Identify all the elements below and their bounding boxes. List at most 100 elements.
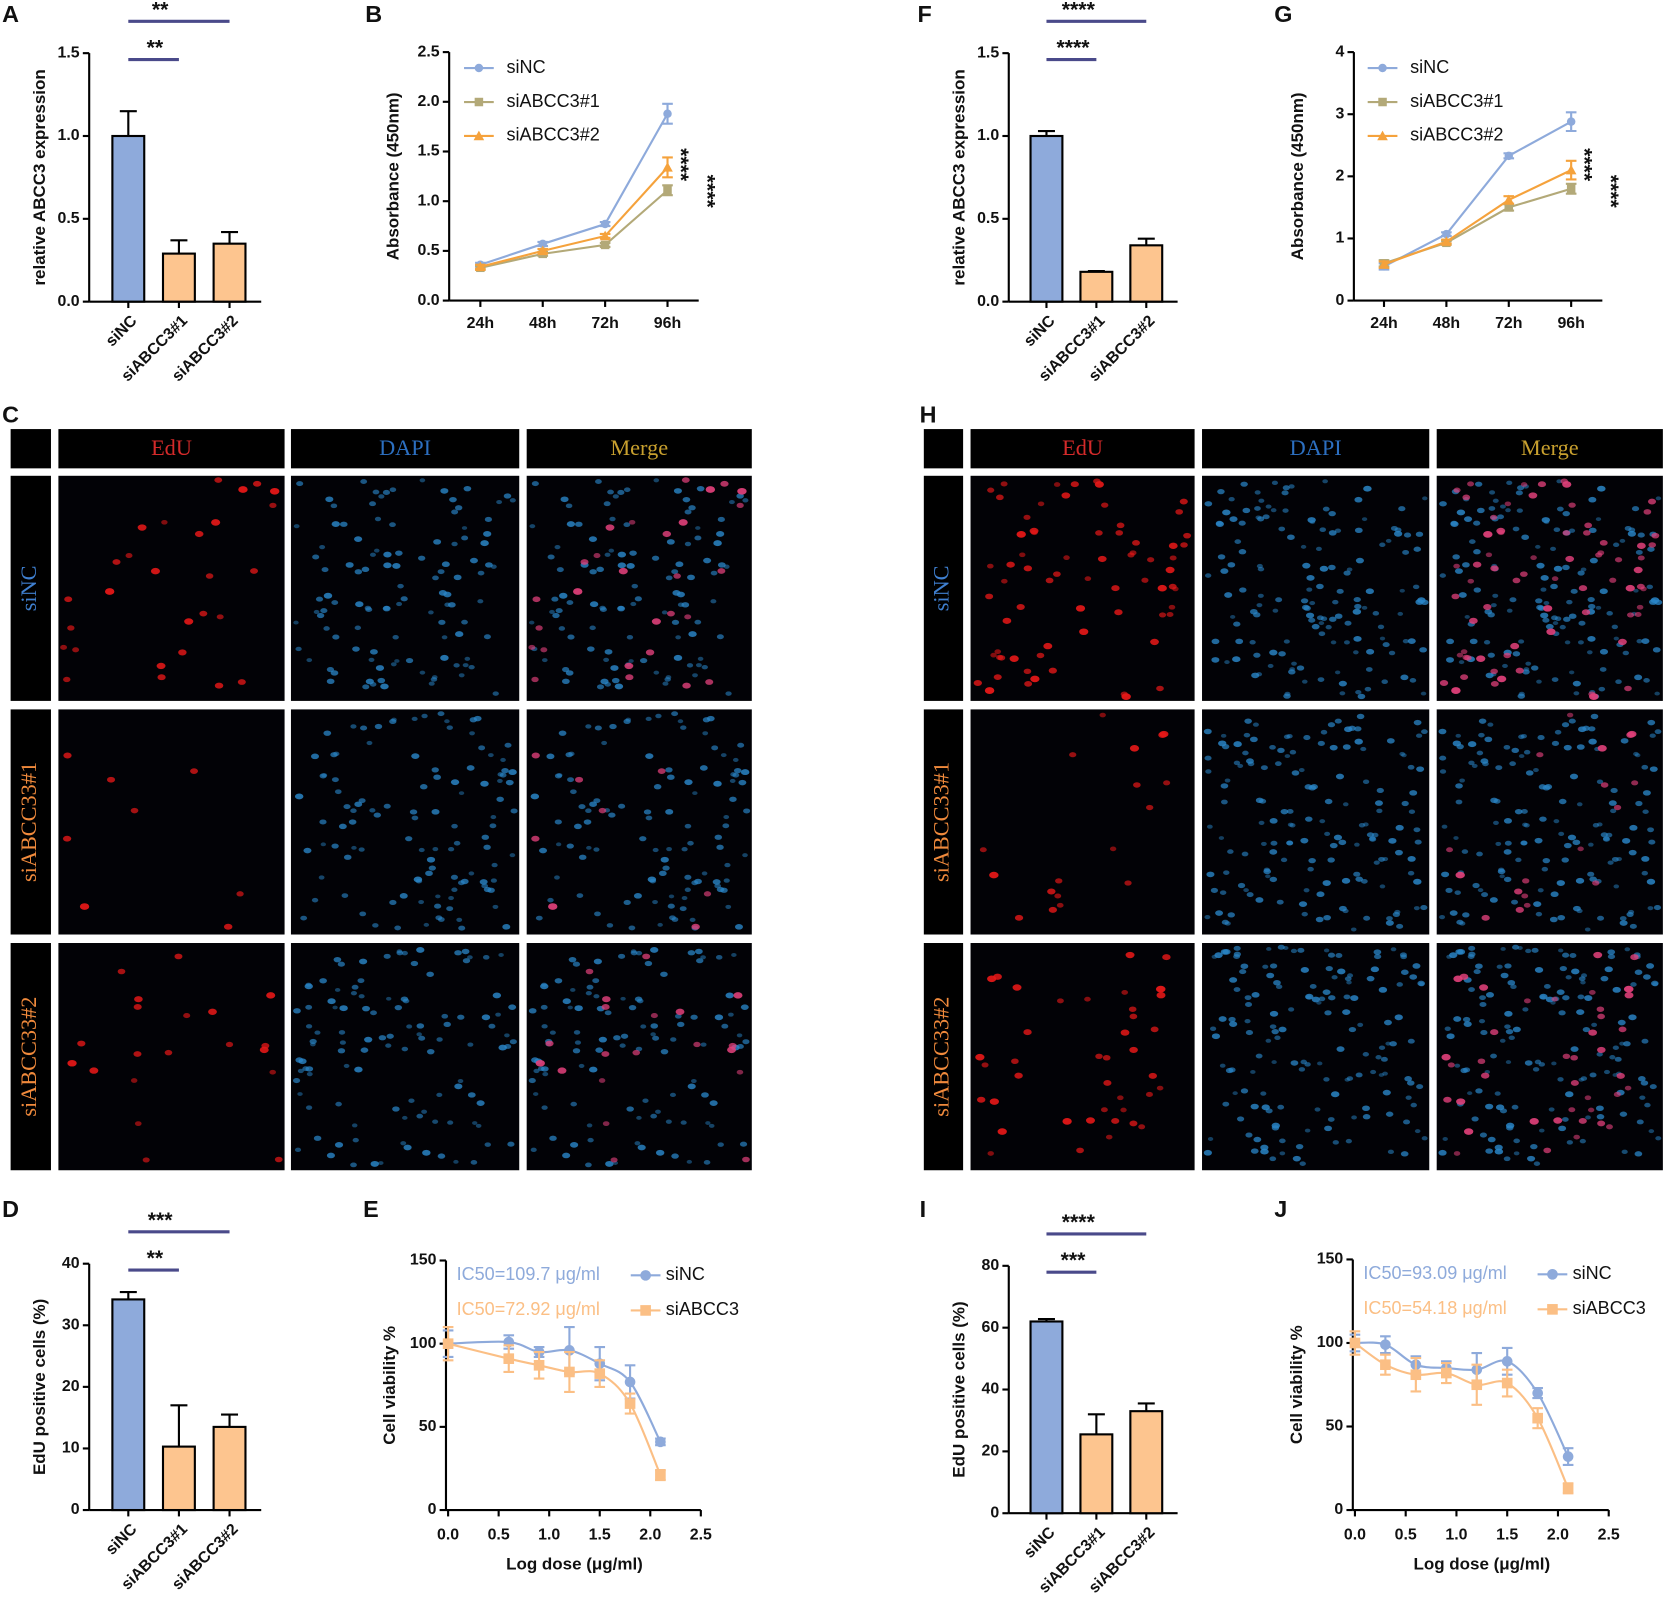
edu-nucleus [1128, 1006, 1137, 1012]
edu-nucleus [130, 1078, 138, 1083]
edu-nucleus [1536, 752, 1544, 758]
nucleus [729, 778, 736, 783]
x-tick-label: 0.5 [488, 1527, 510, 1544]
nucleus [1291, 770, 1300, 776]
nucleus [572, 1048, 581, 1054]
nucleus [476, 1100, 485, 1106]
nucleus [717, 516, 725, 523]
micrograph [1202, 475, 1430, 701]
edu-nucleus [1155, 985, 1166, 993]
nucleus [1220, 783, 1229, 789]
y-tick-label: 2 [1335, 168, 1344, 185]
nucleus [495, 1012, 501, 1017]
edu-nucleus [602, 996, 611, 1003]
nucleus [1316, 891, 1325, 898]
micrograph [1436, 943, 1663, 1171]
edu-nucleus [1490, 565, 1499, 572]
edu-nucleus [1467, 578, 1475, 584]
panel-letter: D [2, 1196, 19, 1222]
nucleus [1301, 679, 1308, 684]
nucleus [588, 536, 598, 543]
nucleus [1533, 1161, 1541, 1166]
nucleus [567, 777, 575, 783]
nucleus [1363, 822, 1369, 827]
edu-nucleus [528, 644, 536, 650]
edu-nucleus [995, 494, 1004, 501]
nucleus [450, 874, 458, 880]
nucleus [1230, 615, 1236, 619]
column-header [526, 429, 752, 469]
nucleus [1537, 735, 1545, 741]
nucleus [370, 1160, 379, 1167]
edu-nucleus [1530, 555, 1537, 561]
nucleus [537, 1066, 545, 1072]
nucleus [432, 1119, 439, 1124]
nucleus [694, 948, 703, 955]
edu-nucleus [1053, 482, 1061, 487]
nucleus [1479, 1001, 1487, 1007]
nucleus [1415, 733, 1423, 738]
nucleus [489, 823, 497, 829]
edu-nucleus [184, 618, 194, 625]
nucleus [593, 958, 602, 965]
nucleus [1484, 609, 1493, 615]
edu-nucleus [1630, 954, 1639, 961]
nucleus [382, 605, 391, 612]
row-header [10, 943, 51, 1171]
edu-nucleus [178, 649, 187, 656]
nucleus [528, 1077, 536, 1084]
nucleus [684, 874, 692, 880]
nucleus [455, 631, 464, 638]
nucleus [1634, 1151, 1643, 1157]
legend-label: siABCC3#1 [1410, 91, 1503, 111]
nucleus [1322, 479, 1328, 484]
edu-nucleus [1496, 675, 1507, 683]
nucleus [492, 904, 499, 909]
annotation: IC50=109.7 μg/ml [457, 1264, 600, 1284]
marker [474, 97, 484, 107]
nucleus [1561, 857, 1569, 863]
nucleus [1204, 501, 1213, 507]
nucleus [1536, 604, 1544, 611]
nucleus [1407, 870, 1415, 876]
nucleus [688, 631, 697, 638]
edu-nucleus [598, 1078, 606, 1083]
edu-nucleus [1002, 617, 1012, 624]
nucleus [1509, 761, 1516, 767]
edu-nucleus [1116, 522, 1125, 529]
nucleus [350, 1162, 357, 1168]
nucleus [1325, 624, 1332, 630]
nucleus [1266, 947, 1272, 951]
nucleus [1509, 597, 1517, 603]
header-corner [10, 429, 51, 469]
nucleus [431, 767, 439, 773]
nucleus [1319, 565, 1329, 572]
nucleus [1556, 506, 1564, 512]
nucleus [1559, 624, 1566, 630]
nucleus [1636, 639, 1643, 644]
nucleus [1615, 679, 1622, 685]
edu-nucleus [1543, 605, 1553, 612]
nucleus [338, 1030, 346, 1035]
nucleus [1488, 506, 1496, 511]
nucleus [1473, 520, 1481, 526]
marker [473, 130, 485, 141]
nucleus [1242, 750, 1249, 756]
nucleus [567, 1005, 573, 1010]
edu-nucleus [1597, 1013, 1605, 1020]
nucleus [573, 823, 582, 830]
nucleus [1281, 490, 1289, 496]
nucleus [1551, 1061, 1557, 1066]
y-tick-label: 50 [419, 1418, 437, 1435]
marker [475, 261, 486, 272]
nucleus [1530, 1143, 1538, 1150]
x-tick-label: 0.5 [1395, 1527, 1417, 1544]
nucleus [653, 784, 662, 790]
nucleus [394, 659, 400, 663]
nucleus [1489, 490, 1496, 495]
nucleus [295, 646, 302, 652]
nucleus [1407, 764, 1415, 770]
nucleus [411, 815, 419, 821]
nucleus [1604, 966, 1613, 973]
nucleus [433, 539, 442, 545]
